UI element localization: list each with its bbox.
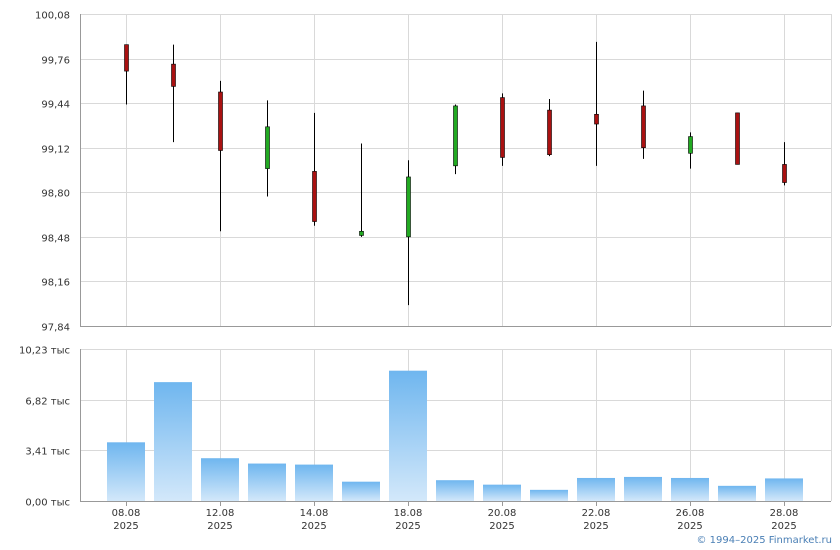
x-tick-label-day: 14.08 [300,508,329,519]
volume-bar [718,485,756,501]
x-tick-label-year: 2025 [771,521,796,532]
volume-y-tick-label: 6,82 тыс [25,397,70,408]
x-tick-label-day: 20.08 [488,508,517,519]
candle-body [641,105,646,149]
candle [218,80,223,232]
x-tick-label-year: 2025 [113,521,138,532]
candle [124,44,129,105]
candle [594,41,599,166]
x-tick-label-year: 2025 [207,521,232,532]
x-tick-label-day: 18.08 [394,508,423,519]
price-y-tick-label: 97,84 [41,323,70,334]
candle-body [547,109,552,155]
price-y-tick-label: 99,12 [41,145,70,156]
candle [735,112,740,165]
volume-bar [248,463,286,501]
candle-body [594,113,599,125]
candle-body [453,105,458,167]
candle [312,112,317,226]
candle [453,104,458,175]
volume-y-tick-label: 10,23 тыс [19,346,70,357]
candle [782,142,787,186]
candle [641,90,646,159]
candle [265,100,270,197]
volume-grid [80,349,832,502]
volume-bars [107,370,803,501]
candle-body [688,136,693,154]
volume-bar [765,478,803,501]
candle-body [265,126,270,169]
candle-body [171,63,176,87]
candle-body [124,44,129,72]
price-y-tick-label: 98,16 [41,278,70,289]
copyright-link[interactable]: © 1994–2025 Finmarket.ru [696,535,832,546]
price-y-tick-label: 99,44 [41,100,70,111]
x-tick-label-day: 12.08 [206,508,235,519]
candle-body [782,164,787,183]
volume-y-tick-label: 0,00 тыс [25,498,70,509]
volume-bar [201,458,239,501]
candle [547,98,552,157]
axes [80,14,831,502]
volume-bar [295,464,333,501]
candlestick-series [124,41,787,306]
x-tick-label-day: 22.08 [582,508,611,519]
candle-body [312,171,317,222]
volume-y-tick-label: 3,41 тыс [25,447,70,458]
candle-body [406,176,411,238]
volume-bar [530,489,568,501]
volume-bar [671,477,709,501]
volume-bar [107,442,145,501]
x-tick-label-year: 2025 [489,521,514,532]
price-grid [80,14,832,327]
x-tick-label-year: 2025 [395,521,420,532]
x-tick-label-year: 2025 [301,521,326,532]
candle-body [218,91,223,151]
price-y-tick-label: 98,80 [41,189,70,200]
x-tick-label-year: 2025 [583,521,608,532]
x-axis-ticks: 08.08 2025 12.08 2025 14.08 2025 18.08 2025 20.0… [112,501,799,532]
candle [359,143,364,237]
volume-bar [624,476,662,501]
candle [171,44,176,143]
x-tick-label-year: 2025 [677,521,702,532]
volume-bar [436,480,474,501]
x-tick-label-day: 26.08 [676,508,705,519]
candle-body [735,112,740,165]
x-tick-label-day: 08.08 [112,508,141,519]
volume-y-axis-ticks: 10,23 тыс 6,82 тыс 3,41 тыс 0,00 тыс [19,346,70,509]
volume-bar [154,382,192,501]
price-y-tick-label: 99,76 [41,56,70,67]
volume-bar [389,370,427,501]
volume-bar [483,484,521,501]
candle-body [500,97,505,158]
candle [406,160,411,306]
volume-bar [577,477,615,501]
candle-body [359,230,364,236]
candle [688,132,693,169]
price-y-tick-label: 98,48 [41,234,70,245]
volume-bar [342,481,380,501]
candle [500,93,505,166]
price-y-axis-ticks: 100,08 99,76 99,44 99,12 98,80 98,48 98,16 97,8… [35,11,70,334]
price-y-tick-label: 100,08 [35,11,70,22]
x-tick-label-day: 28.08 [770,508,799,519]
